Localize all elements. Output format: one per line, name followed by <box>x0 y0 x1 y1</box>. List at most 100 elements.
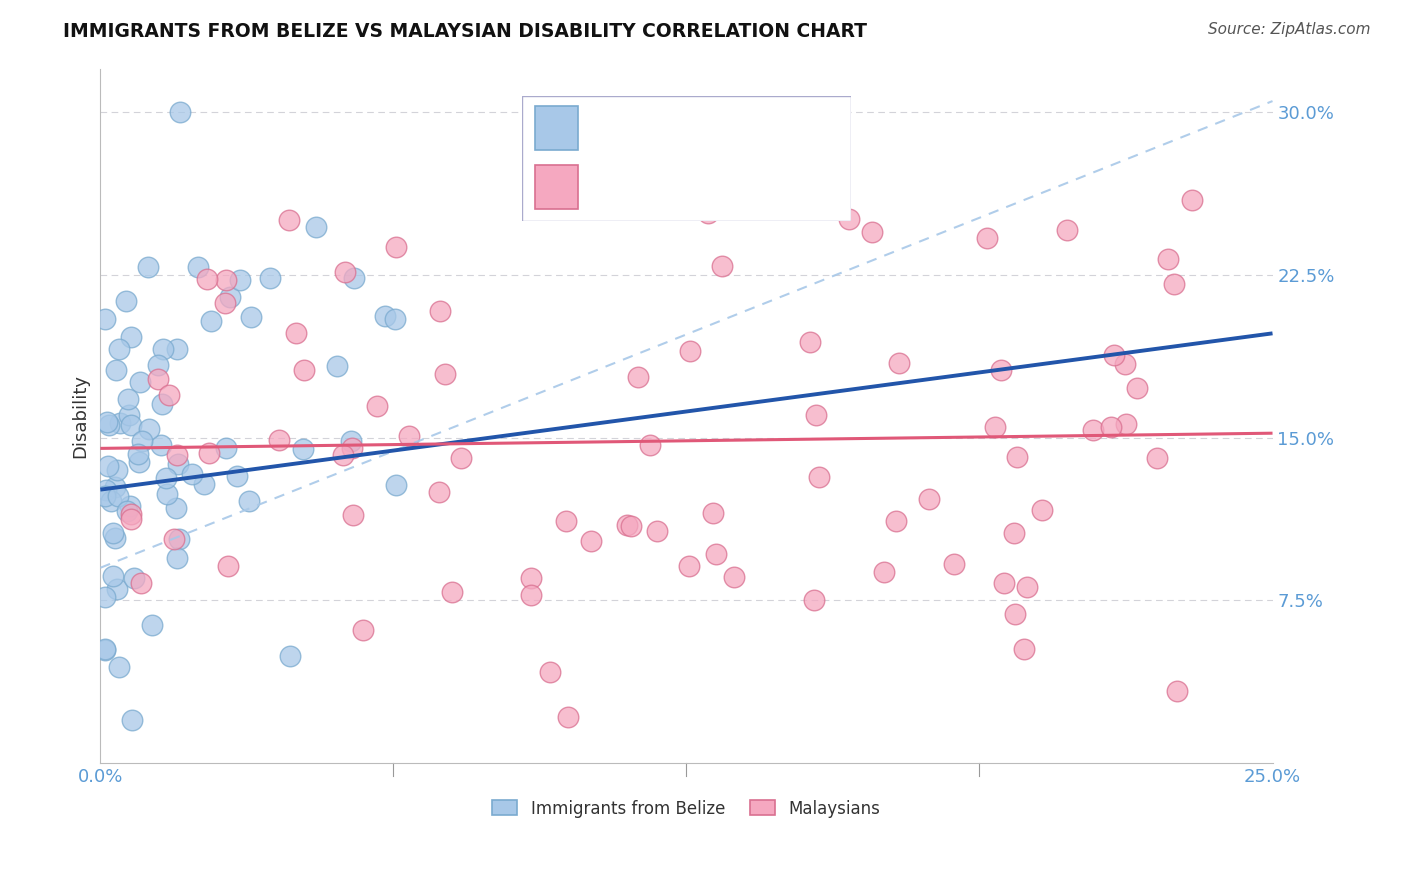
Point <box>1015 580 1038 594</box>
Point <box>118 409 141 423</box>
Point <box>1002 525 1025 540</box>
Point <box>294 363 316 377</box>
Point <box>105 582 128 596</box>
Point <box>107 659 129 673</box>
Point <box>993 575 1015 590</box>
Point <box>450 451 472 466</box>
Point <box>117 392 139 406</box>
Point <box>101 525 124 540</box>
Point <box>217 559 239 574</box>
Point <box>163 532 186 546</box>
Point <box>166 342 188 356</box>
Text: IMMIGRANTS FROM BELIZE VS MALAYSIAN DISABILITY CORRELATION CHART: IMMIGRANTS FROM BELIZE VS MALAYSIAN DISA… <box>63 22 868 41</box>
Point <box>121 713 143 727</box>
Point <box>326 359 349 374</box>
Point <box>120 417 142 432</box>
Point <box>98 417 121 432</box>
Point <box>990 363 1012 377</box>
Point <box>1031 503 1053 517</box>
Point <box>557 710 579 724</box>
Point <box>94 643 117 657</box>
Point <box>146 359 169 373</box>
Point <box>136 260 159 274</box>
Point <box>638 438 661 452</box>
Point <box>96 415 118 429</box>
Point <box>94 312 117 326</box>
Point <box>94 590 117 604</box>
Point <box>129 575 152 590</box>
Point <box>1081 423 1104 437</box>
Point <box>352 623 374 637</box>
Point <box>1114 357 1136 371</box>
Point <box>101 568 124 582</box>
Point <box>803 593 825 607</box>
Point <box>519 588 541 602</box>
Point <box>167 457 190 471</box>
Point <box>146 372 169 386</box>
Point <box>104 480 127 494</box>
Point <box>1099 419 1122 434</box>
Point <box>226 468 249 483</box>
Point <box>709 171 731 186</box>
Point <box>374 310 396 324</box>
Text: Source: ZipAtlas.com: Source: ZipAtlas.com <box>1208 22 1371 37</box>
Point <box>579 534 602 549</box>
Point <box>131 434 153 448</box>
Point <box>710 259 733 273</box>
Point <box>838 211 860 226</box>
Point <box>1115 417 1137 432</box>
Point <box>118 499 141 513</box>
Point <box>616 517 638 532</box>
Point <box>193 477 215 491</box>
Point <box>200 314 222 328</box>
Point <box>1012 642 1035 657</box>
Point <box>97 458 120 473</box>
Point <box>110 417 132 431</box>
Point <box>141 618 163 632</box>
Point <box>645 524 668 538</box>
Point <box>138 422 160 436</box>
Point <box>340 441 363 455</box>
Point <box>166 448 188 462</box>
Point <box>229 273 252 287</box>
Point <box>679 343 702 358</box>
Point <box>340 434 363 448</box>
Point <box>107 489 129 503</box>
Point <box>385 240 408 254</box>
Point <box>304 219 326 234</box>
Point <box>343 271 366 285</box>
Point <box>94 641 117 656</box>
Point <box>105 362 128 376</box>
Point <box>100 493 122 508</box>
Point <box>440 584 463 599</box>
Point <box>385 478 408 492</box>
Point <box>120 329 142 343</box>
Point <box>1102 348 1125 362</box>
Point <box>884 514 907 528</box>
Point <box>697 206 720 220</box>
Point <box>166 551 188 566</box>
Point <box>342 508 364 523</box>
Point <box>215 441 238 455</box>
Point <box>704 547 727 561</box>
Point <box>918 491 941 506</box>
Point <box>157 388 180 402</box>
Point <box>291 442 314 456</box>
Point <box>538 665 561 680</box>
Point <box>627 370 650 384</box>
Y-axis label: Disability: Disability <box>72 374 89 458</box>
Point <box>165 501 187 516</box>
Point <box>1005 450 1028 464</box>
Point <box>128 455 150 469</box>
Point <box>169 532 191 546</box>
Point <box>520 571 543 585</box>
Point <box>259 271 281 285</box>
Point <box>860 226 883 240</box>
Point <box>804 408 827 422</box>
Point <box>114 294 136 309</box>
Point <box>799 334 821 349</box>
Point <box>156 487 179 501</box>
Point <box>277 213 299 227</box>
Point <box>554 514 576 528</box>
Point <box>120 512 142 526</box>
